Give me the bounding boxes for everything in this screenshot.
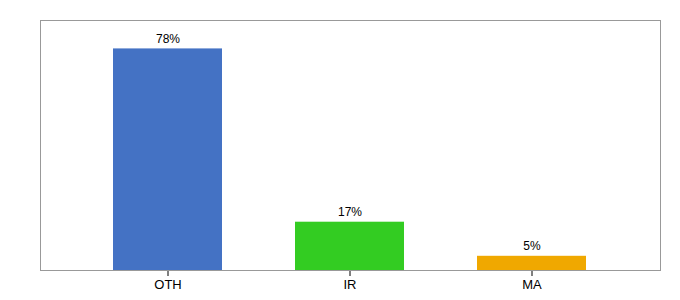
svg-text:17%: 17% — [338, 205, 362, 219]
svg-text:IR: IR — [344, 277, 357, 292]
svg-text:78%: 78% — [156, 32, 180, 46]
svg-text:5%: 5% — [523, 239, 541, 253]
svg-text:MA: MA — [522, 277, 542, 292]
svg-text:OTH: OTH — [154, 277, 181, 292]
